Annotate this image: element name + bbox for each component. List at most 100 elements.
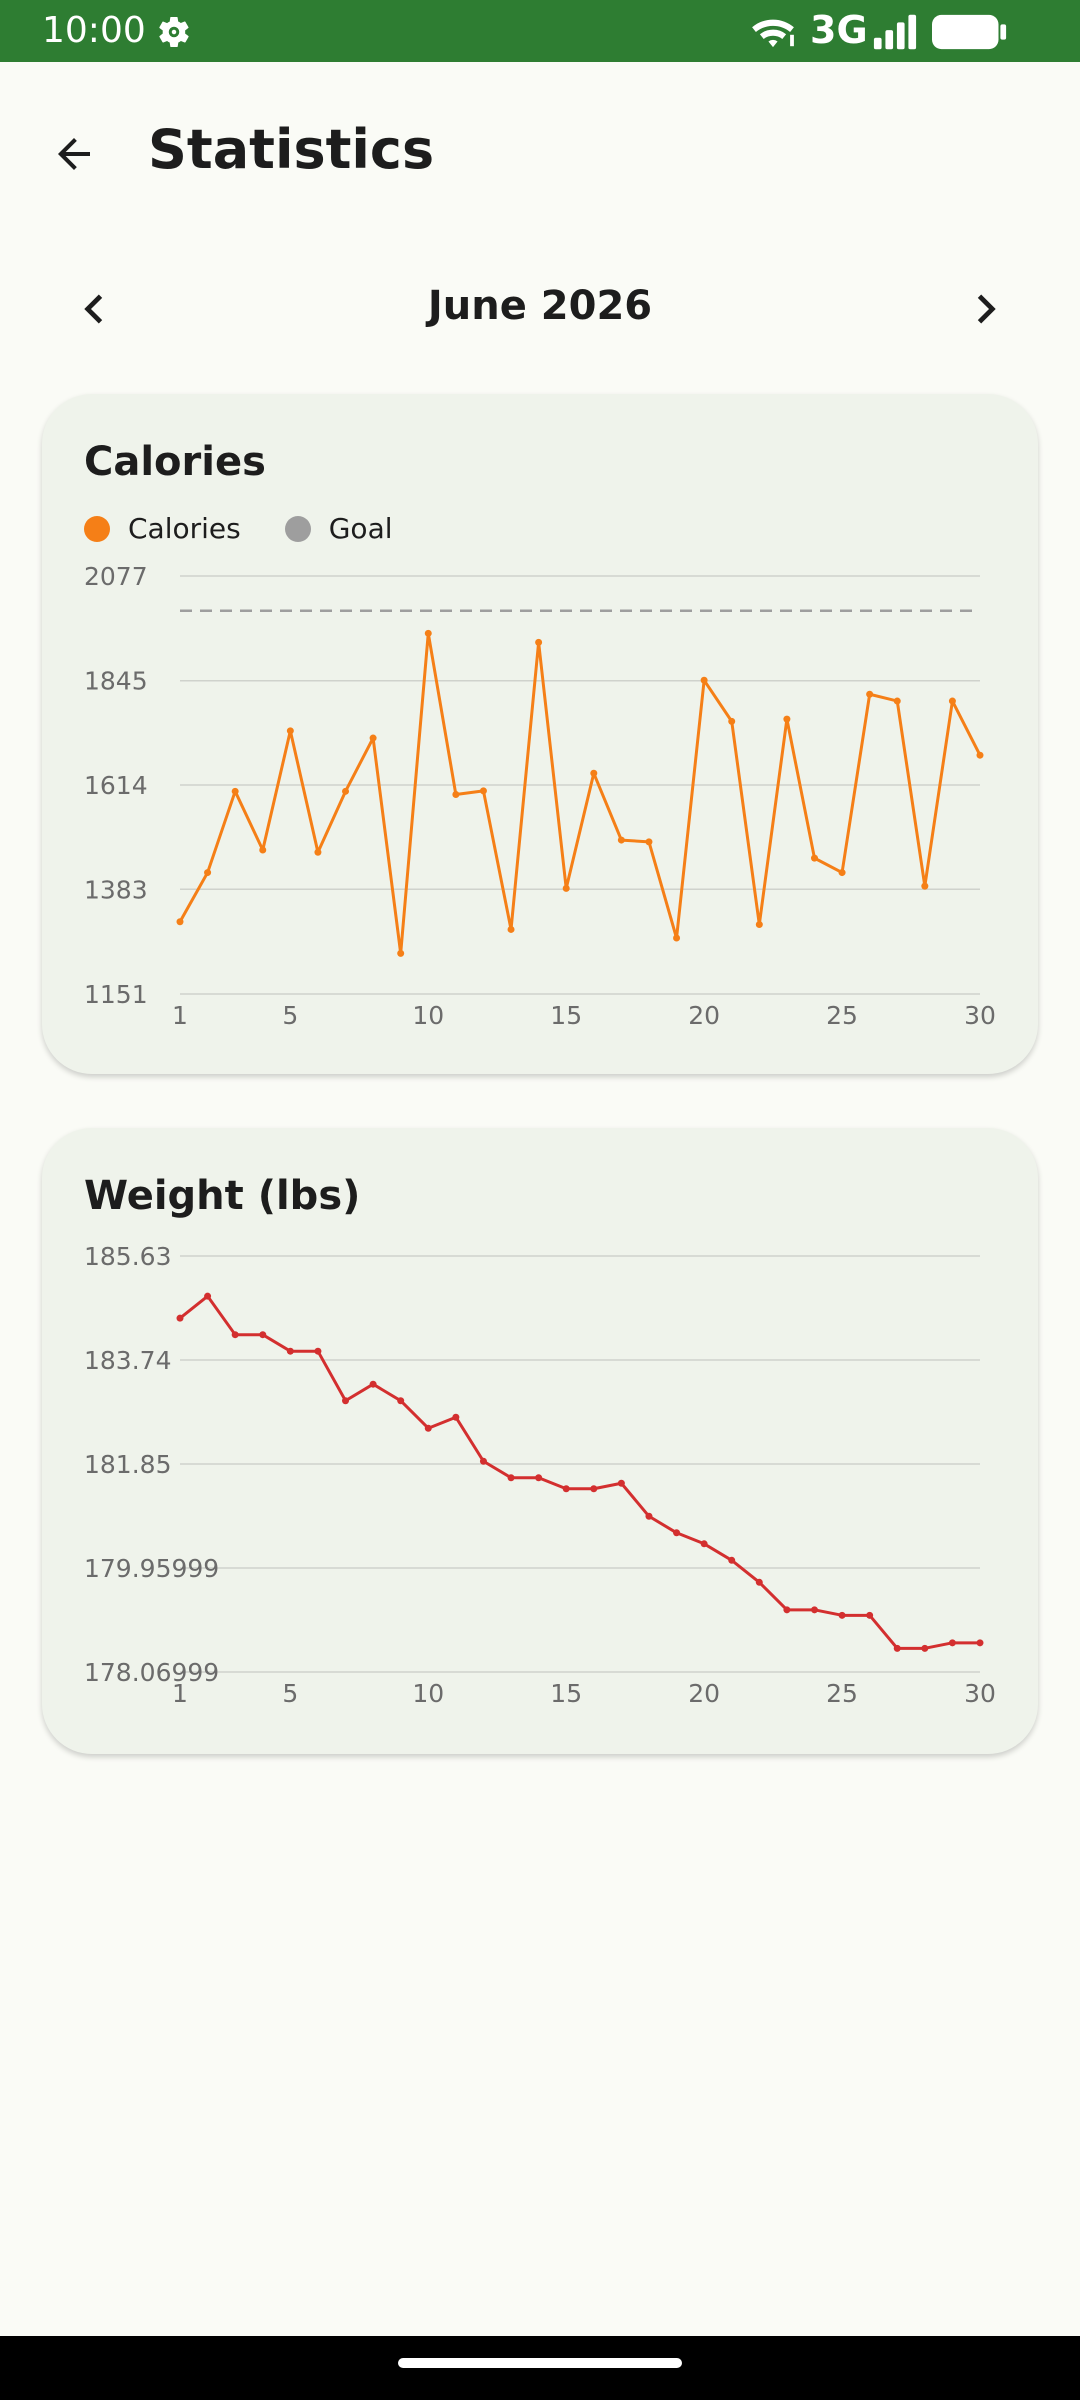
- weight-data-point: [838, 1611, 846, 1619]
- app-bar: Statistics: [0, 62, 1080, 232]
- calories-data-point: [783, 715, 791, 723]
- weight-data-point: [231, 1331, 239, 1339]
- chevron-right-icon: [977, 294, 996, 324]
- weight-data-point: [176, 1314, 184, 1322]
- chevron-left-icon: [84, 294, 103, 324]
- weight-data-point: [369, 1380, 377, 1388]
- calories-data-point: [369, 734, 377, 742]
- weight-x-tick-label: 1: [172, 1679, 188, 1708]
- weight-x-tick-label: 30: [964, 1679, 996, 1708]
- calories-data-point: [645, 838, 653, 846]
- calories-data-point: [452, 790, 460, 798]
- calories-data-point: [921, 882, 929, 890]
- calories-data-point: [259, 846, 267, 854]
- weight-data-point: [948, 1639, 956, 1647]
- weight-data-point: [700, 1540, 708, 1548]
- calories-card-title: Calories: [84, 439, 266, 485]
- calories-data-point: [314, 848, 322, 856]
- calories-x-tick-label: 30: [964, 1001, 996, 1030]
- weight-data-point: [342, 1397, 350, 1405]
- calories-data-point: [838, 869, 846, 877]
- status-time: 10:00: [42, 10, 146, 51]
- battery-icon: [932, 14, 1007, 50]
- weight-y-tick-label: 178.06999: [84, 1658, 219, 1687]
- weight-series-line: [179, 1294, 980, 1650]
- month-navigation: June 2026: [0, 262, 1080, 350]
- weight-card-title: Weight (lbs): [84, 1173, 361, 1219]
- calories-data-point: [562, 884, 570, 892]
- legend-item-calories: Calories: [84, 509, 241, 549]
- calories-x-tick-label: 20: [688, 1001, 720, 1030]
- back-button[interactable]: [36, 116, 112, 192]
- page-title: Statistics: [148, 118, 435, 181]
- calories-data-point: [673, 934, 681, 942]
- system-navigation-bar: [0, 2336, 1080, 2400]
- calories-x-tick-label: 15: [550, 1001, 582, 1030]
- calories-data-point: [535, 638, 543, 646]
- weight-x-tick-label: 5: [282, 1679, 298, 1708]
- calories-y-tick-label: 1383: [84, 875, 148, 904]
- weight-y-tick-label: 183.74: [84, 1346, 171, 1375]
- calories-y-tick-label: 1151: [84, 980, 148, 1009]
- weight-data-point: [259, 1331, 267, 1339]
- calories-data-point: [617, 836, 625, 844]
- calories-x-tick-label: 25: [826, 1001, 858, 1030]
- weight-data-point: [286, 1347, 294, 1355]
- weight-data-point: [452, 1413, 460, 1421]
- weight-data-point: [424, 1424, 432, 1432]
- weight-data-point: [976, 1639, 984, 1647]
- calories-data-point: [286, 727, 294, 735]
- weight-x-tick-label: 10: [412, 1679, 444, 1708]
- legend-swatch-goal: [284, 516, 311, 542]
- legend-swatch-calories: [84, 516, 110, 542]
- home-indicator[interactable]: [398, 2358, 682, 2368]
- settings-icon: [159, 17, 189, 48]
- weight-card: Weight (lbs) 185.63 183.74 181.85 179.95999…: [42, 1128, 1038, 1754]
- signal-icon: [873, 14, 917, 50]
- weight-data-point: [673, 1529, 681, 1537]
- arrow-back-icon: [58, 138, 90, 170]
- calories-x-tick-label: 10: [412, 1001, 444, 1030]
- calories-data-point: [976, 751, 984, 759]
- weight-data-point: [893, 1644, 901, 1652]
- calories-data-point: [728, 717, 736, 725]
- status-bar: 10:00 3G: [0, 0, 1080, 62]
- next-month-button[interactable]: [950, 274, 1020, 344]
- calories-y-tick-label: 2077: [84, 562, 148, 591]
- calories-data-point: [893, 697, 901, 705]
- month-label: June 2026: [427, 283, 653, 329]
- weight-data-point: [314, 1347, 322, 1355]
- calories-data-point: [397, 949, 405, 957]
- weight-data-point: [590, 1485, 598, 1493]
- wifi-icon: [752, 19, 794, 48]
- weight-data-point: [204, 1292, 212, 1300]
- weight-data-point: [479, 1457, 487, 1465]
- weight-data-point: [562, 1485, 570, 1493]
- weight-data-point: [866, 1611, 874, 1619]
- calories-data-point: [507, 925, 515, 933]
- calories-data-point: [424, 629, 432, 637]
- weight-x-tick-label: 15: [550, 1679, 582, 1708]
- weight-data-point: [783, 1606, 791, 1614]
- previous-month-button[interactable]: [60, 274, 130, 344]
- calories-data-point: [204, 869, 212, 877]
- calories-y-tick-label: 1845: [84, 667, 148, 696]
- calories-data-point: [176, 918, 184, 926]
- calories-data-point: [231, 787, 239, 795]
- weight-data-point: [397, 1397, 405, 1405]
- calories-data-point: [810, 854, 818, 862]
- weight-x-tick-label: 20: [688, 1679, 720, 1708]
- weight-x-tick-label: 25: [826, 1679, 858, 1708]
- legend-label-calories: Calories: [128, 512, 241, 545]
- calories-series-line: [178, 631, 982, 955]
- calories-data-point: [755, 920, 763, 928]
- weight-data-point: [728, 1556, 736, 1564]
- weight-y-tick-label: 181.85: [84, 1450, 171, 1479]
- calories-data-point: [342, 787, 350, 795]
- legend-label-goal: Goal: [328, 512, 393, 545]
- calories-data-point: [590, 769, 598, 777]
- weight-data-point: [645, 1512, 653, 1520]
- calories-data-point: [700, 676, 708, 684]
- weight-data-point: [535, 1474, 543, 1482]
- weight-data-point: [921, 1644, 929, 1652]
